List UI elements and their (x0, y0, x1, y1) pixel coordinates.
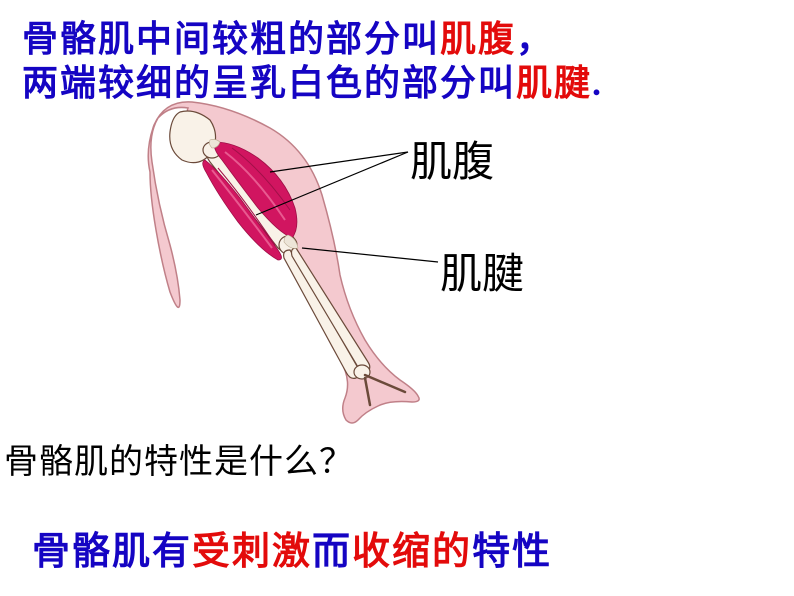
question-text: 骨骼肌的特性是什么？ (4, 434, 354, 483)
answer-keyword: 收缩的 (352, 531, 472, 573)
answer-text: 骨骼肌有 (32, 531, 192, 573)
header-keyword: 肌腱 (516, 63, 592, 103)
wing-anatomy-svg (140, 100, 450, 430)
answer-keyword: 受刺激 (192, 531, 312, 573)
header-text: 两端较细的呈乳白色的部分叫 (22, 63, 516, 103)
answer-line: 骨骼肌有受刺激而收缩的特性 (32, 520, 552, 575)
label-jijian: 肌腱 (440, 240, 524, 301)
header-text: ， (516, 19, 554, 59)
answer-text: 特性 (472, 531, 552, 573)
label-jifu: 肌腹 (410, 128, 494, 189)
header-line-2: 两端较细的呈乳白色的部分叫肌腱. (22, 54, 603, 106)
header-text: . (592, 63, 603, 103)
muscle-diagram (140, 100, 450, 430)
answer-text: 而 (312, 531, 352, 573)
header-keyword: 肌腹 (440, 19, 516, 59)
header-text: 骨骼肌中间较粗的部分叫 (22, 19, 440, 59)
